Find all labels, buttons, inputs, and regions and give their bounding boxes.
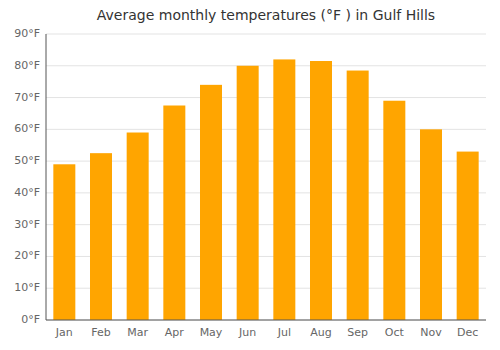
x-tick-label: Aug <box>310 326 331 339</box>
y-axis-labels: 0°F 10°F 20°F 30°F 40°F 50°F 60°F 70°F 80°F 90°F <box>14 27 40 326</box>
bars <box>53 59 478 320</box>
y-tick-label: 20°F <box>14 249 40 262</box>
y-tick-label: 90°F <box>14 27 40 40</box>
x-tick-label: Mar <box>127 326 148 339</box>
x-tick-label: Jul <box>277 326 291 339</box>
y-axis-line <box>46 34 47 320</box>
grid <box>46 34 486 320</box>
bar <box>273 59 295 320</box>
x-tick-label: Nov <box>420 326 442 339</box>
y-tick-label: 0°F <box>21 313 40 326</box>
x-tick-label: Apr <box>165 326 185 339</box>
y-tick-label: 60°F <box>14 122 40 135</box>
x-axis-labels: Jan Feb Mar Apr May Jun Jul Aug Sep Oct Nov Dec <box>55 326 478 339</box>
grid-line <box>46 34 486 35</box>
y-tick-label: 10°F <box>14 281 40 294</box>
grid-line <box>46 320 486 321</box>
bar <box>200 85 222 320</box>
x-tick-label: Sep <box>347 326 368 339</box>
y-tick-label: 40°F <box>14 186 40 199</box>
bar <box>347 71 369 320</box>
bar <box>163 106 185 321</box>
bar <box>53 164 75 320</box>
x-tick-label: Jan <box>55 326 73 339</box>
x-axis-line <box>46 320 486 321</box>
title: Average monthly temperatures (°F ) in Gu… <box>97 7 435 23</box>
bar <box>127 133 149 320</box>
bar <box>420 129 442 320</box>
x-tick-label: Dec <box>457 326 478 339</box>
bar <box>457 152 479 320</box>
grid-line <box>46 97 486 98</box>
y-tick-label: 70°F <box>14 91 40 104</box>
bar <box>383 101 405 320</box>
chart: Average monthly temperatures (°F ) in Gu… <box>0 0 500 350</box>
x-tick-label: Oct <box>385 326 405 339</box>
x-tick-label: May <box>200 326 223 339</box>
y-tick-label: 30°F <box>14 218 40 231</box>
bar <box>90 153 112 320</box>
x-tick-label: Feb <box>91 326 110 339</box>
grid-line <box>46 65 486 66</box>
y-tick-label: 50°F <box>14 154 40 167</box>
bar <box>310 61 332 320</box>
y-tick-label: 80°F <box>14 59 40 72</box>
x-tick-label: Jun <box>238 326 256 339</box>
bar <box>237 66 259 320</box>
chart-container: Average monthly temperatures (°F ) in Gu… <box>0 0 500 350</box>
